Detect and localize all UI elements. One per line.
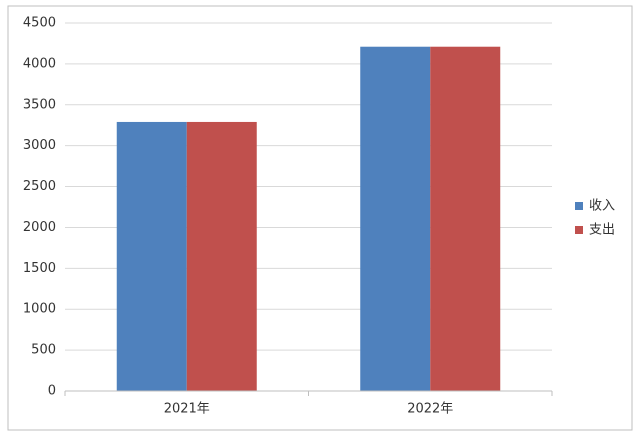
y-tick-label: 4500 [23,16,56,31]
y-tick-label: 0 [48,384,56,399]
bar [116,121,187,391]
legend-swatch [575,226,583,234]
y-tick-label: 4000 [23,56,56,71]
bar [430,46,501,392]
y-tick-label: 3500 [23,97,56,112]
chart-border [7,5,633,431]
y-tick-label: 1500 [23,261,56,276]
y-tick-label: 2000 [23,220,56,235]
y-tick-label: 500 [31,343,56,358]
x-tick-label: 2021年 [164,402,210,417]
bar [360,46,431,392]
bar [186,121,257,391]
legend-label: 收入 [589,199,615,214]
x-tick-label: 2022年 [407,402,453,417]
y-tick-label: 3000 [23,138,56,153]
legend-swatch [575,202,583,210]
y-tick-label: 2500 [23,179,56,194]
y-tick-label: 1000 [23,302,56,317]
legend-label: 支出 [589,223,615,238]
